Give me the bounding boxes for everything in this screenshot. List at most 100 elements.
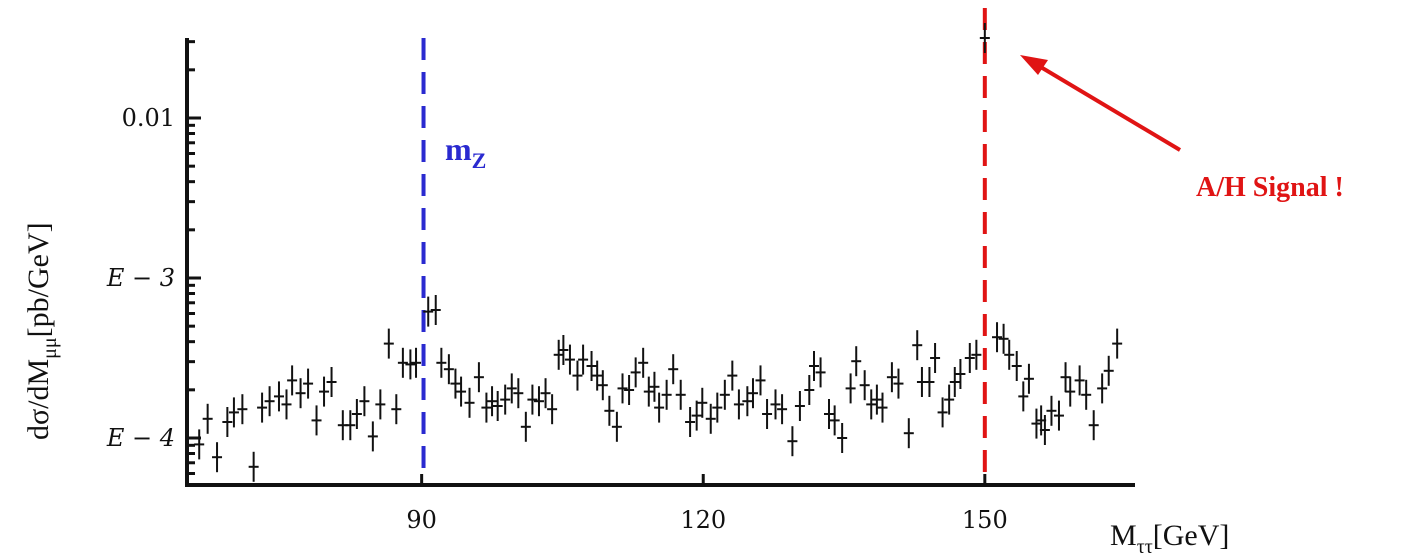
data-point	[222, 407, 233, 437]
data-point	[430, 295, 441, 325]
data-point	[886, 362, 897, 393]
data-point	[624, 375, 635, 405]
data-point	[547, 394, 558, 425]
data-point	[638, 347, 649, 378]
data-point	[351, 399, 362, 429]
data-point	[949, 367, 960, 397]
y-tick-label: E − 3	[106, 264, 175, 292]
data-point	[668, 354, 679, 385]
data-point	[719, 379, 730, 410]
data-point	[248, 451, 259, 482]
x-ticks: 90 120 150	[406, 474, 1008, 534]
data-point	[705, 403, 716, 434]
data-point	[804, 375, 815, 405]
x-axis-label: Mττ[GeV]	[1110, 519, 1229, 556]
data-point	[859, 370, 870, 401]
data-point	[837, 423, 848, 453]
data-point	[411, 347, 422, 378]
data-point	[777, 394, 788, 425]
data-point	[456, 376, 467, 407]
data-point	[654, 392, 665, 423]
data-point	[955, 359, 966, 389]
data-point	[487, 386, 498, 417]
data-point	[893, 368, 904, 399]
data-point	[649, 371, 660, 402]
data-point	[992, 322, 1003, 353]
data-point	[586, 351, 597, 381]
data-point	[1065, 376, 1076, 407]
data-point	[397, 347, 408, 378]
data-point	[971, 339, 982, 370]
data-point	[937, 397, 948, 428]
x-tick-label: 90	[406, 506, 437, 534]
data-points	[194, 23, 1123, 482]
data-point	[697, 387, 708, 418]
data-point	[533, 386, 544, 417]
data-point	[506, 373, 517, 404]
data-point	[367, 421, 378, 452]
data-point	[675, 379, 686, 410]
data-point	[979, 23, 990, 53]
data-point	[604, 395, 615, 426]
data-point	[553, 339, 564, 370]
data-point	[930, 343, 941, 373]
data-point	[592, 360, 603, 391]
data-point	[1112, 328, 1123, 359]
data-point	[903, 418, 914, 449]
y-tick-label: E − 4	[106, 424, 175, 452]
data-point	[1103, 355, 1114, 386]
data-point	[1011, 351, 1022, 381]
data-point	[326, 367, 337, 397]
mz-label: mZ	[445, 131, 486, 173]
data-point	[443, 354, 454, 385]
data-point	[405, 349, 416, 380]
data-point	[257, 392, 268, 423]
data-point	[540, 378, 551, 409]
data-point	[912, 330, 923, 361]
data-point	[630, 357, 641, 388]
data-point	[691, 400, 702, 431]
data-point	[1097, 373, 1108, 404]
data-point	[643, 376, 654, 407]
x-tick-label: 120	[680, 506, 726, 534]
signal-label: A/H Signal !	[1196, 172, 1344, 203]
data-point	[520, 411, 531, 442]
data-point	[578, 344, 589, 375]
data-point	[727, 360, 738, 391]
data-point	[998, 323, 1009, 354]
y-tick-labels: 0.01 E − 3 E − 4	[106, 104, 175, 452]
data-point	[829, 405, 840, 436]
data-point	[311, 405, 322, 436]
data-point	[611, 411, 622, 442]
data-point	[375, 389, 386, 420]
y-axis-label: dσ/dMμμ[pb/GeV]	[22, 222, 61, 440]
data-point	[617, 373, 628, 404]
x-tick-label: 150	[962, 506, 1008, 534]
signal-arrow-shaft	[1032, 61, 1182, 152]
data-point	[281, 389, 292, 420]
data-point	[1081, 379, 1092, 410]
data-point	[845, 373, 856, 404]
data-point	[423, 296, 434, 327]
data-point	[473, 362, 484, 393]
data-point	[303, 368, 314, 399]
data-point	[1039, 415, 1050, 445]
data-point	[871, 384, 882, 415]
data-point	[851, 346, 862, 377]
data-point	[492, 391, 503, 421]
data-point	[755, 365, 766, 396]
data-point	[733, 389, 744, 420]
data-point	[558, 335, 569, 365]
data-point	[237, 394, 248, 425]
data-point	[1023, 363, 1034, 394]
data-point	[747, 378, 758, 409]
data-point	[450, 368, 461, 399]
data-point	[319, 376, 330, 407]
y-tick-label: 0.01	[122, 104, 175, 132]
data-point	[287, 365, 298, 396]
data-point	[794, 391, 805, 421]
data-point	[212, 442, 223, 473]
data-point	[273, 381, 284, 412]
data-point	[1004, 339, 1015, 370]
data-point	[264, 386, 275, 417]
